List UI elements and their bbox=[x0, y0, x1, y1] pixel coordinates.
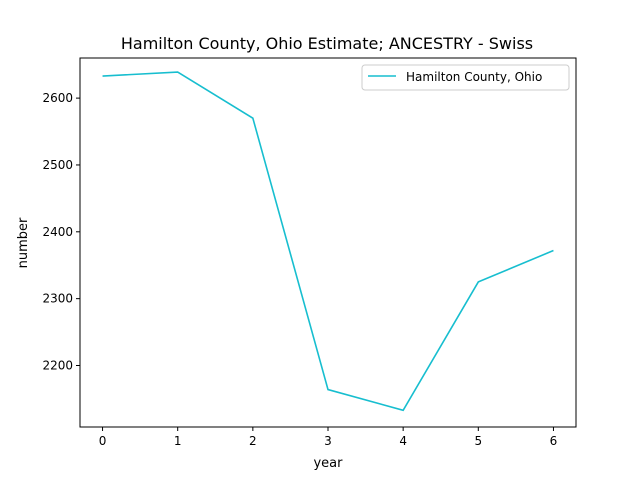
y-tick-label: 2400 bbox=[42, 225, 73, 239]
x-tick-label: 3 bbox=[324, 434, 332, 448]
series-line bbox=[102, 71, 554, 412]
y-tick-label: 2200 bbox=[42, 359, 73, 373]
x-tick-label: 0 bbox=[99, 434, 107, 448]
y-tick-label: 2300 bbox=[42, 292, 73, 306]
y-tick-label: 2500 bbox=[42, 158, 73, 172]
x-tick-label: 1 bbox=[174, 434, 182, 448]
plot-area bbox=[79, 57, 577, 428]
x-axis-label: year bbox=[313, 456, 343, 471]
x-tick-label: 4 bbox=[399, 434, 407, 448]
y-axis: 2200 2300 2400 2500 2600 bbox=[42, 91, 80, 373]
x-tick-label: 6 bbox=[550, 434, 558, 448]
x-tick-label: 2 bbox=[249, 434, 257, 448]
chart-title: Hamilton County, Ohio Estimate; ANCESTRY… bbox=[121, 34, 533, 53]
x-tick-label: 5 bbox=[474, 434, 482, 448]
legend-label: Hamilton County, Ohio bbox=[406, 70, 542, 84]
y-axis-label: number bbox=[16, 217, 31, 268]
legend-box bbox=[361, 64, 570, 91]
x-axis: 0 1 2 3 4 5 6 bbox=[99, 427, 558, 448]
legend: Hamilton County, Ohio bbox=[361, 64, 570, 91]
y-tick-label: 2600 bbox=[42, 91, 73, 105]
